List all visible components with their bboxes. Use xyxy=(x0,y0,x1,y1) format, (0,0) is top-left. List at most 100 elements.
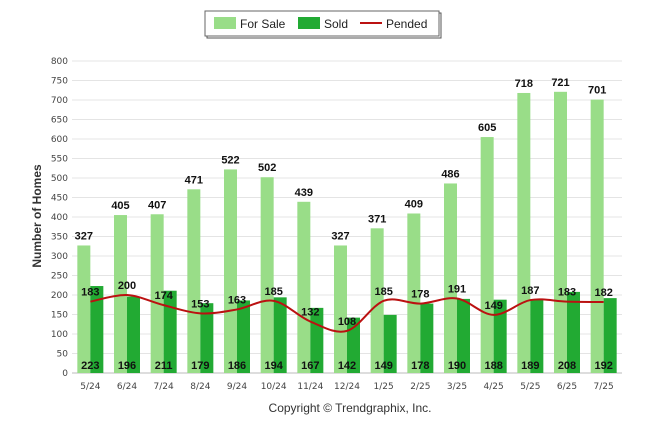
bars xyxy=(77,91,617,374)
label-sold: 211 xyxy=(155,360,173,372)
bar-for-sale xyxy=(114,215,127,373)
label-for-sale: 486 xyxy=(441,168,459,180)
bar-for-sale xyxy=(77,245,91,373)
y-tick-label: 800 xyxy=(51,57,68,67)
bar-sold xyxy=(347,317,360,373)
x-tick-label: 9/24 xyxy=(227,382,247,392)
bar-sold xyxy=(273,297,287,373)
y-tick-label: 750 xyxy=(51,77,68,87)
label-sold: 179 xyxy=(191,360,209,372)
bar-for-sale xyxy=(590,99,604,374)
y-tick-label: 150 xyxy=(51,311,68,321)
label-for-sale: 327 xyxy=(331,230,349,242)
x-tick-label: 8/24 xyxy=(190,382,210,392)
label-pended: 183 xyxy=(558,287,576,299)
label-pended: 132 xyxy=(301,307,319,319)
y-tick-label: 600 xyxy=(51,135,68,145)
bar-for-sale xyxy=(480,137,494,373)
bar-sold xyxy=(420,303,434,373)
x-axis-ticks: 5/24 6/24 7/24 8/24 9/24 10/24 11/24 12/24 1/25 2… xyxy=(80,382,614,392)
label-for-sale: 407 xyxy=(148,199,166,211)
bar-for-sale xyxy=(554,91,567,373)
bar-for-sale xyxy=(260,177,274,373)
bar-sold xyxy=(457,298,470,373)
label-sold: 178 xyxy=(411,360,429,372)
legend-label-pended: Pended xyxy=(386,17,427,31)
x-tick-label: 3/25 xyxy=(447,382,467,392)
label-pended: 108 xyxy=(338,316,356,328)
label-pended: 185 xyxy=(264,286,282,298)
bar-sold xyxy=(163,290,177,373)
y-axis-label: Number of Homes xyxy=(30,164,44,268)
bar-for-sale xyxy=(407,213,421,373)
x-tick-label: 6/25 xyxy=(557,382,577,392)
label-pended: 153 xyxy=(191,298,209,310)
bar-for-sale xyxy=(187,189,201,373)
label-pended: 185 xyxy=(374,286,392,298)
bar-for-sale xyxy=(370,228,384,373)
data-labels: 327 183 223 405 200 196 407 174 211 471 153 179 522 1… xyxy=(75,77,613,372)
bar-sold xyxy=(310,307,324,373)
y-tick-label: 550 xyxy=(51,155,68,165)
label-pended: 200 xyxy=(118,280,136,292)
bar-for-sale xyxy=(150,214,164,373)
bar-sold xyxy=(200,303,214,373)
x-tick-label: 7/25 xyxy=(594,382,614,392)
label-for-sale: 605 xyxy=(478,122,496,134)
legend: For Sale Sold Pended xyxy=(204,10,442,39)
y-tick-label: 650 xyxy=(51,116,68,126)
pended-line xyxy=(90,293,604,333)
label-pended: 183 xyxy=(81,287,99,299)
bar-for-sale xyxy=(444,183,457,373)
y-tick-label: 300 xyxy=(51,252,68,262)
label-sold: 196 xyxy=(118,360,136,372)
x-tick-label: 4/25 xyxy=(484,382,504,392)
x-tick-label: 5/25 xyxy=(520,382,540,392)
bar-sold xyxy=(237,300,250,373)
y-tick-label: 700 xyxy=(51,96,68,106)
bar-for-sale xyxy=(224,169,237,373)
x-tick-label: 5/24 xyxy=(80,382,100,392)
label-pended: 187 xyxy=(521,285,539,297)
label-for-sale: 409 xyxy=(405,198,423,210)
label-sold: 149 xyxy=(374,360,392,372)
y-tick-label: 0 xyxy=(62,369,68,379)
label-pended: 174 xyxy=(154,290,173,302)
label-for-sale: 371 xyxy=(368,213,386,225)
bar-for-sale xyxy=(517,92,531,373)
x-tick-label: 12/24 xyxy=(334,382,360,392)
y-tick-label: 50 xyxy=(57,350,69,360)
y-tick-label: 200 xyxy=(51,291,68,301)
label-pended: 182 xyxy=(594,287,612,299)
x-tick-label: 6/24 xyxy=(117,382,137,392)
bar-sold xyxy=(493,299,507,373)
label-sold: 142 xyxy=(338,360,356,372)
x-tick-label: 1/25 xyxy=(374,382,394,392)
y-tick-label: 450 xyxy=(51,194,68,204)
legend-label-sold: Sold xyxy=(324,17,348,31)
label-for-sale: 721 xyxy=(551,77,569,89)
legend-frame xyxy=(204,10,440,37)
label-sold: 223 xyxy=(81,360,99,372)
legend-label-for-sale: For Sale xyxy=(240,17,286,31)
label-pended: 149 xyxy=(484,300,502,312)
bar-for-sale xyxy=(297,201,311,373)
bar-sold xyxy=(603,298,617,373)
label-pended: 178 xyxy=(411,289,429,301)
y-tick-label: 250 xyxy=(51,272,68,282)
bar-sold xyxy=(383,314,397,373)
label-sold: 192 xyxy=(594,360,612,372)
y-axis-ticks: 0 50 100 150 200 250 300 350 400 450 500 550 600 650 7… xyxy=(51,57,68,379)
x-tick-label: 11/24 xyxy=(297,382,323,392)
x-tick-label: 7/24 xyxy=(154,382,174,392)
copyright-text: Copyright © Trendgraphix, Inc. xyxy=(269,401,432,415)
y-tick-label: 100 xyxy=(51,330,68,340)
label-sold: 188 xyxy=(484,360,502,372)
label-for-sale: 327 xyxy=(75,230,93,242)
y-tick-label: 400 xyxy=(51,213,68,223)
bar-for-sale xyxy=(334,245,347,373)
label-sold: 167 xyxy=(301,360,319,372)
label-for-sale: 718 xyxy=(515,78,533,90)
label-for-sale: 405 xyxy=(111,200,129,212)
bar-sold xyxy=(127,296,140,373)
